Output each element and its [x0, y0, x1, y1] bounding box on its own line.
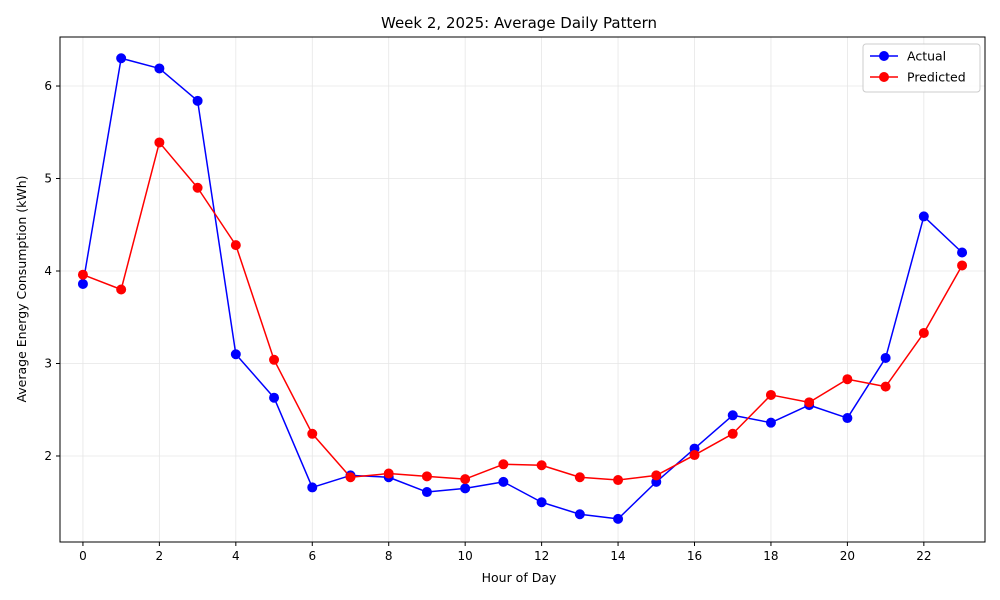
- data-point-predicted: [689, 450, 700, 461]
- data-point-predicted: [498, 459, 509, 470]
- data-point-actual: [460, 483, 471, 494]
- data-point-actual: [77, 278, 88, 289]
- data-point-predicted: [269, 354, 280, 365]
- data-point-predicted: [765, 389, 776, 400]
- data-point-actual: [574, 509, 585, 520]
- data-point-predicted: [957, 260, 968, 271]
- data-point-predicted: [842, 374, 853, 385]
- y-axis-title: Average Energy Consumption (kWh): [14, 175, 29, 402]
- data-point-actual: [154, 63, 165, 74]
- x-tick-label: 2: [156, 549, 164, 563]
- data-point-actual: [498, 476, 509, 487]
- x-tick-label: 20: [840, 549, 855, 563]
- data-point-predicted: [192, 182, 203, 193]
- x-axis-title: Hour of Day: [482, 570, 557, 585]
- data-point-predicted: [460, 474, 471, 485]
- x-tick-label: 18: [763, 549, 778, 563]
- data-point-predicted: [116, 284, 127, 295]
- data-point-actual: [918, 211, 929, 222]
- x-tick-label: 0: [79, 549, 87, 563]
- data-point-predicted: [651, 470, 662, 481]
- data-point-predicted: [307, 428, 318, 439]
- data-point-actual: [957, 247, 968, 258]
- series-layer: [77, 53, 968, 524]
- y-tick-label: 4: [44, 264, 52, 278]
- series-line-predicted: [82, 141, 963, 481]
- plot-area-frame: [59, 36, 986, 543]
- y-tick-label: 2: [44, 449, 52, 463]
- x-tick-label: 16: [687, 549, 702, 563]
- legend: Actual Predicted: [862, 43, 981, 93]
- data-point-predicted: [804, 397, 815, 408]
- data-point-actual: [765, 417, 776, 428]
- data-point-predicted: [77, 269, 88, 280]
- data-point-actual: [536, 497, 547, 508]
- data-point-actual: [421, 487, 432, 498]
- series-line-actual: [82, 57, 963, 520]
- data-point-predicted: [727, 428, 738, 439]
- data-point-predicted: [918, 327, 929, 338]
- data-point-predicted: [383, 468, 394, 479]
- data-point-predicted: [880, 381, 891, 392]
- legend-predicted-marker: [879, 72, 889, 82]
- x-tick-label: 14: [610, 549, 625, 563]
- data-point-actual: [269, 392, 280, 403]
- data-point-predicted: [613, 475, 624, 486]
- data-point-predicted: [421, 471, 432, 482]
- data-point-actual: [230, 349, 241, 360]
- data-point-predicted: [154, 137, 165, 148]
- x-tick-label: 6: [308, 549, 316, 563]
- data-point-actual: [192, 95, 203, 106]
- legend-actual-marker: [879, 51, 889, 61]
- data-point-actual: [727, 410, 738, 421]
- grid-layer: [60, 37, 985, 542]
- chart-title: Week 2, 2025: Average Daily Pattern: [381, 14, 657, 32]
- data-point-actual: [116, 53, 127, 64]
- x-tick-label: 22: [916, 549, 931, 563]
- data-point-predicted: [536, 460, 547, 471]
- y-tick-label: 5: [44, 172, 52, 186]
- x-tick-label: 4: [232, 549, 240, 563]
- x-tick-label: 10: [458, 549, 473, 563]
- data-point-predicted: [574, 472, 585, 483]
- data-point-predicted: [345, 472, 356, 483]
- data-point-actual: [880, 352, 891, 363]
- y-tick-label: 3: [44, 356, 52, 370]
- legend-predicted-label: Predicted: [907, 70, 966, 85]
- data-point-actual: [307, 482, 318, 493]
- x-tick-label: 12: [534, 549, 549, 563]
- y-tick-label: 6: [44, 79, 52, 93]
- data-point-predicted: [230, 240, 241, 251]
- data-point-actual: [613, 513, 624, 524]
- data-point-actual: [842, 413, 853, 424]
- x-tick-label: 8: [385, 549, 393, 563]
- legend-actual-label: Actual: [907, 49, 946, 64]
